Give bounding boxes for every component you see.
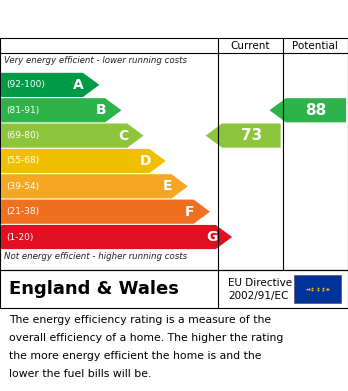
Text: (69-80): (69-80): [6, 131, 40, 140]
Text: EU Directive: EU Directive: [228, 278, 292, 288]
Text: The energy efficiency rating is a measure of the: The energy efficiency rating is a measur…: [9, 315, 271, 325]
Polygon shape: [1, 199, 210, 224]
Text: Very energy efficient - lower running costs: Very energy efficient - lower running co…: [4, 56, 187, 65]
Text: the more energy efficient the home is and the: the more energy efficient the home is an…: [9, 351, 261, 361]
Text: (1-20): (1-20): [6, 233, 34, 242]
Text: Not energy efficient - higher running costs: Not energy efficient - higher running co…: [4, 252, 187, 261]
Text: C: C: [118, 129, 128, 143]
Polygon shape: [1, 149, 166, 173]
Text: 73: 73: [241, 128, 262, 143]
Polygon shape: [1, 73, 99, 97]
Text: lower the fuel bills will be.: lower the fuel bills will be.: [9, 369, 151, 379]
Text: England & Wales: England & Wales: [9, 280, 179, 298]
Polygon shape: [1, 225, 232, 249]
Text: (21-38): (21-38): [6, 207, 39, 216]
Text: (39-54): (39-54): [6, 182, 39, 191]
Text: A: A: [73, 78, 84, 92]
Text: Current: Current: [230, 41, 270, 50]
Text: 2002/91/EC: 2002/91/EC: [228, 291, 288, 301]
Text: (55-68): (55-68): [6, 156, 40, 165]
Polygon shape: [1, 98, 121, 122]
Text: G: G: [206, 230, 217, 244]
Text: D: D: [140, 154, 151, 168]
Text: overall efficiency of a home. The higher the rating: overall efficiency of a home. The higher…: [9, 333, 283, 343]
Text: (92-100): (92-100): [6, 81, 45, 90]
Bar: [294, 274, 341, 303]
Polygon shape: [1, 124, 144, 148]
Polygon shape: [206, 124, 280, 148]
Text: (81-91): (81-91): [6, 106, 40, 115]
Text: F: F: [185, 204, 194, 219]
Polygon shape: [1, 174, 188, 198]
Polygon shape: [269, 98, 346, 122]
Text: Potential: Potential: [292, 41, 338, 50]
Text: 88: 88: [305, 103, 326, 118]
Text: B: B: [96, 103, 106, 117]
Text: E: E: [163, 179, 172, 193]
Text: Energy Efficiency Rating: Energy Efficiency Rating: [9, 11, 230, 27]
